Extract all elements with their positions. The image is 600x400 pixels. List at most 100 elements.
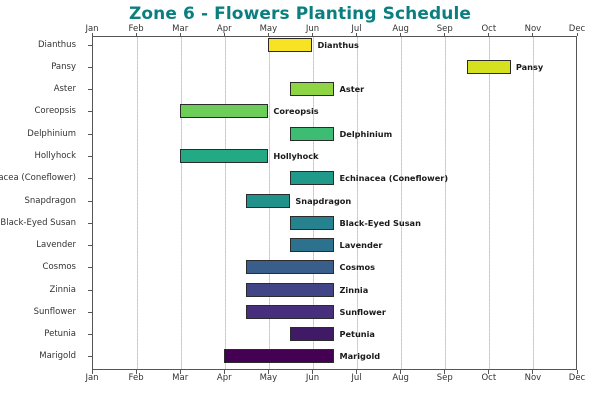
gantt-bar-label-delphinium: Delphinium	[339, 128, 393, 139]
y-tick-mark-sunflower	[88, 311, 92, 313]
x-tick-mark-top-jul	[356, 32, 358, 36]
x-tick-mark-top-dec	[576, 32, 578, 36]
x-tick-mark-bot-oct	[488, 370, 490, 374]
y-tick-mark-aster	[88, 89, 92, 91]
x-tick-label-top-sep: Sep	[436, 24, 453, 34]
gridline-apr	[224, 37, 226, 369]
gantt-bar-label-aster: Aster	[339, 84, 365, 95]
x-tick-mark-bot-jan	[91, 370, 93, 374]
x-tick-mark-bot-jun	[311, 370, 313, 374]
y-tick-label-cosmos: Cosmos	[42, 262, 76, 273]
x-tick-mark-bot-mar	[179, 370, 181, 374]
plot-area	[92, 36, 577, 370]
x-tick-mark-top-oct	[488, 32, 490, 36]
gridline-oct	[489, 37, 491, 369]
x-tick-label-top-jan: Jan	[85, 24, 99, 34]
gridline-nov	[533, 37, 535, 369]
gantt-bar-label-coreopsis: Coreopsis	[273, 106, 319, 117]
y-tick-label-lavender: Lavender	[36, 240, 76, 251]
gridline-jul	[357, 37, 359, 369]
y-tick-label-coreopsis: Coreopsis	[34, 106, 77, 117]
gantt-bar-label-sunflower: Sunflower	[339, 306, 386, 317]
x-tick-mark-top-sep	[444, 32, 446, 36]
gridline-feb	[136, 37, 138, 369]
x-tick-label-top-may: May	[259, 24, 278, 34]
y-tick-label-zinnia: Zinnia	[49, 284, 76, 295]
gridline-sep	[445, 37, 447, 369]
gridline-aug	[401, 37, 403, 369]
x-tick-label-bot-apr: Apr	[216, 373, 232, 383]
x-tick-label-bot-may: May	[259, 373, 278, 383]
gantt-bar-hollyhock[interactable]	[180, 148, 269, 163]
x-tick-mark-top-mar	[179, 32, 181, 36]
gantt-bar-lavender[interactable]	[290, 238, 335, 253]
y-tick-label-snapdragon: Snapdragon	[24, 195, 76, 206]
y-tick-mark-dianthus	[88, 44, 92, 46]
x-tick-label-top-jul: Jul	[351, 24, 362, 34]
x-tick-mark-bot-dec	[576, 370, 578, 374]
y-tick-mark-snapdragon	[88, 200, 92, 202]
y-tick-mark-hollyhock	[88, 155, 92, 157]
x-tick-label-bot-aug: Aug	[392, 373, 409, 383]
y-tick-mark-echinacea-coneflower	[88, 178, 92, 180]
x-tick-label-top-nov: Nov	[524, 24, 542, 34]
gantt-bar-label-cosmos: Cosmos	[339, 262, 376, 273]
gantt-bar-label-dianthus: Dianthus	[317, 39, 359, 50]
y-tick-label-pansy: Pansy	[51, 61, 76, 72]
x-tick-label-top-feb: Feb	[128, 24, 144, 34]
gantt-bar-label-hollyhock: Hollyhock	[273, 150, 319, 161]
x-tick-label-bot-feb: Feb	[128, 373, 144, 383]
x-tick-label-bot-mar: Mar	[172, 373, 189, 383]
gantt-bar-delphinium[interactable]	[290, 126, 335, 141]
x-tick-mark-top-apr	[223, 32, 225, 36]
gantt-bar-label-petunia: Petunia	[339, 329, 375, 340]
y-tick-mark-zinnia	[88, 289, 92, 291]
x-tick-label-top-aug: Aug	[392, 24, 409, 34]
y-tick-label-delphinium: Delphinium	[27, 128, 76, 139]
y-tick-label-petunia: Petunia	[44, 329, 76, 340]
x-tick-label-bot-dec: Dec	[568, 373, 586, 383]
gantt-bar-sunflower[interactable]	[246, 304, 335, 319]
gantt-bar-cosmos[interactable]	[246, 260, 335, 275]
x-tick-label-bot-jun: Jun	[305, 373, 320, 383]
gantt-bar-dianthus[interactable]	[268, 37, 313, 52]
gantt-bar-label-lavender: Lavender	[339, 240, 383, 251]
y-tick-label-echinacea-coneflower: Echinacea (Coneflower)	[0, 173, 76, 184]
gantt-bar-label-black-eyed-susan: Black-Eyed Susan	[339, 217, 421, 228]
x-tick-mark-bot-sep	[444, 370, 446, 374]
x-tick-mark-top-jan	[91, 32, 93, 36]
y-tick-label-marigold: Marigold	[39, 351, 76, 362]
y-tick-label-aster: Aster	[53, 84, 76, 95]
x-tick-mark-bot-apr	[223, 370, 225, 374]
y-tick-label-black-eyed-susan: Black-Eyed Susan	[0, 217, 76, 228]
x-tick-mark-top-feb	[135, 32, 137, 36]
x-tick-mark-bot-feb	[135, 370, 137, 374]
gantt-bar-echinacea-coneflower[interactable]	[290, 171, 335, 186]
gantt-bar-marigold[interactable]	[224, 349, 335, 364]
gantt-bar-zinnia[interactable]	[246, 282, 335, 297]
x-tick-label-top-apr: Apr	[216, 24, 232, 34]
gridline-jun	[312, 37, 314, 369]
gantt-bar-petunia[interactable]	[290, 327, 335, 342]
y-tick-label-dianthus: Dianthus	[37, 39, 76, 50]
y-tick-mark-lavender	[88, 245, 92, 247]
gantt-bar-coreopsis[interactable]	[180, 104, 269, 119]
y-tick-mark-cosmos	[88, 267, 92, 269]
y-tick-mark-marigold	[88, 356, 92, 358]
y-tick-label-sunflower: Sunflower	[33, 306, 76, 317]
x-tick-mark-top-may	[267, 32, 269, 36]
gantt-bar-snapdragon[interactable]	[246, 193, 291, 208]
x-tick-label-top-mar: Mar	[172, 24, 189, 34]
y-tick-mark-delphinium	[88, 133, 92, 135]
gantt-bar-black-eyed-susan[interactable]	[290, 215, 335, 230]
gantt-bar-pansy[interactable]	[466, 59, 511, 74]
page-title: Zone 6 - Flowers Planting Schedule	[128, 4, 472, 24]
x-tick-label-bot-oct: Oct	[481, 373, 497, 383]
x-tick-mark-bot-jul	[356, 370, 358, 374]
x-tick-label-top-dec: Dec	[568, 24, 586, 34]
gantt-bar-aster[interactable]	[290, 82, 335, 97]
gantt-bar-label-zinnia: Zinnia	[339, 284, 369, 295]
y-tick-mark-coreopsis	[88, 111, 92, 113]
gantt-bar-label-pansy: Pansy	[515, 61, 544, 72]
x-tick-mark-bot-nov	[532, 370, 534, 374]
